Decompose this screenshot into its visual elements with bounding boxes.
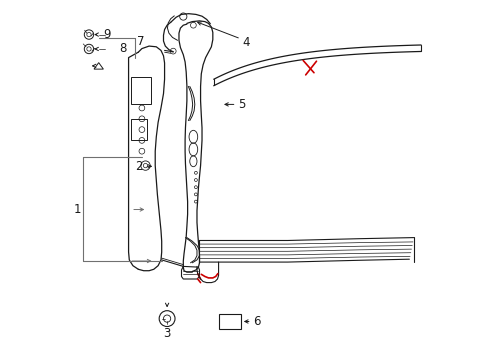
Text: 2: 2 <box>135 160 142 173</box>
Text: 9: 9 <box>103 28 110 41</box>
Text: 7: 7 <box>137 35 144 48</box>
Text: 8: 8 <box>119 42 126 55</box>
Text: 6: 6 <box>253 315 260 328</box>
Text: 4: 4 <box>242 36 249 49</box>
Bar <box>131 119 147 140</box>
Text: 5: 5 <box>238 98 245 111</box>
Text: 3: 3 <box>163 327 170 340</box>
Bar <box>219 314 241 329</box>
Text: 1: 1 <box>74 203 81 216</box>
Bar <box>131 77 151 104</box>
